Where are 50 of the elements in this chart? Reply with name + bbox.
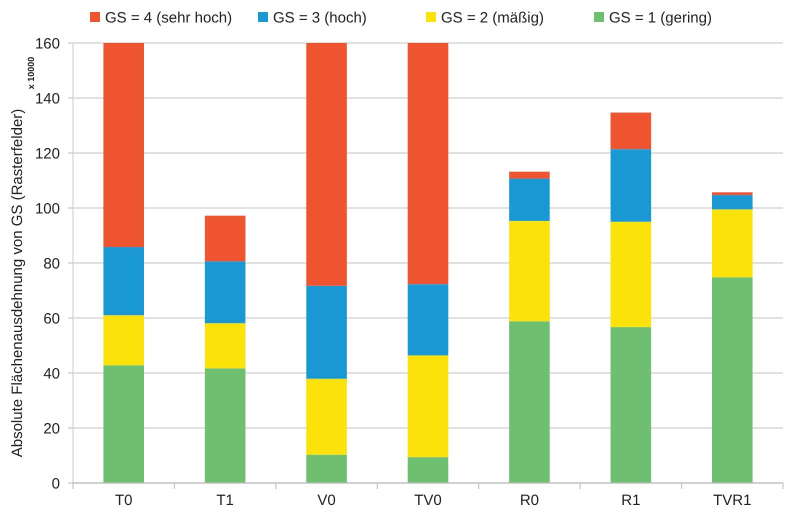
bar (204, 323, 246, 368)
bar (712, 277, 753, 483)
y-tick-label: 100 (34, 200, 60, 218)
y-tick-label: 20 (43, 420, 60, 438)
y-tick-label: 40 (43, 365, 60, 382)
x-tick-label: V0 (317, 492, 336, 509)
bar (306, 43, 347, 286)
x-tick-label: R0 (520, 492, 540, 509)
bar (610, 149, 652, 222)
text: x 10000 (26, 56, 36, 90)
y-tick-label: 60 (43, 310, 60, 328)
bar (103, 365, 144, 483)
legend-label: GS = 4 (sehr hoch) (105, 9, 232, 26)
bar (408, 43, 448, 284)
bar (509, 321, 550, 483)
bar (509, 172, 550, 179)
bar (103, 43, 144, 248)
y-axis-title: Absolute Flächenausdehnung von GS (Rasterfelder) (9, 108, 26, 458)
bar (509, 178, 550, 221)
bar (408, 457, 448, 483)
bar (306, 454, 347, 483)
bar (509, 220, 550, 322)
bar (610, 327, 652, 483)
bar (204, 368, 246, 483)
y-tick-label: 120 (34, 145, 60, 162)
bar (408, 355, 448, 458)
bar (204, 261, 246, 324)
x-tick-label: T1 (216, 492, 234, 509)
legend-label: GS = 3 (hoch) (273, 9, 367, 26)
bar (712, 209, 753, 278)
bar (306, 378, 347, 455)
legend-label: GS = 2 (mäßig) (441, 9, 544, 26)
bar (306, 286, 347, 379)
y-tick-label: 140 (34, 90, 60, 108)
bar (712, 192, 753, 196)
bar (408, 284, 448, 356)
x-tick-label: TV0 (414, 492, 442, 509)
bar (204, 216, 246, 262)
y-tick-label: 80 (43, 255, 60, 272)
bar (610, 112, 652, 150)
y-tick-label: 0 (52, 475, 60, 492)
x-tick-label: R1 (621, 492, 640, 509)
y-tick-label: 160 (34, 35, 60, 52)
legend-label: GS = 1 (gering) (609, 9, 712, 26)
x-tick-label: T0 (114, 492, 132, 509)
bar (103, 315, 144, 366)
bar (103, 247, 144, 316)
x-tick-label: TVR1 (713, 492, 752, 509)
bar (712, 195, 753, 210)
bar (610, 222, 652, 328)
